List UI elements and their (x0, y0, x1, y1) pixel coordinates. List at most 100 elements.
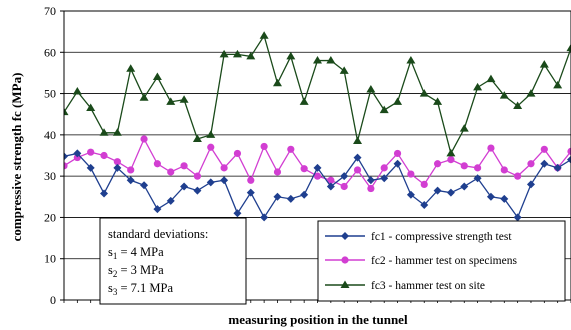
point-fc1-27 (406, 190, 415, 199)
point-fc3-19 (299, 97, 309, 105)
point-fc1-19 (300, 190, 309, 199)
x-axis-label: measuring position in the tunnel (228, 312, 408, 327)
annotation-line-1: s1 = 4 MPa (108, 245, 164, 261)
point-fc1-29 (433, 186, 442, 195)
point-fc1-16 (260, 213, 269, 222)
point-fc2-30 (447, 156, 455, 164)
point-fc2-6 (127, 166, 135, 174)
point-fc3-1 (64, 107, 69, 116)
point-fc3-39 (566, 43, 571, 52)
point-fc3-15 (246, 51, 256, 60)
point-fc3-14 (232, 49, 242, 58)
y-axis-ticks: 0 10 20 30 40 50 60 70 (44, 4, 64, 307)
point-fc1-37 (540, 159, 549, 168)
legend-box (317, 220, 566, 302)
point-fc3-29 (433, 97, 443, 105)
point-fc1-4 (100, 189, 109, 198)
point-fc1-32 (473, 174, 482, 183)
point-fc2-26 (393, 149, 402, 158)
point-fc1-21 (326, 182, 335, 191)
point-fc3-5 (112, 128, 122, 136)
legend-marker-fc1 (341, 232, 349, 240)
point-fc2-7 (140, 135, 148, 143)
point-fc3-34 (499, 91, 509, 99)
point-fc2-8 (153, 160, 161, 168)
y-tick-label-30: 30 (44, 169, 56, 183)
point-fc2-34 (500, 166, 508, 174)
point-fc1-20 (313, 163, 322, 172)
point-fc3-13 (219, 49, 229, 58)
point-fc2-10 (180, 162, 188, 170)
point-fc1-11 (193, 186, 202, 195)
annotation-line-3-subscript: 3 (113, 287, 118, 297)
point-fc2-13 (220, 164, 228, 172)
point-fc3-12 (206, 130, 216, 138)
legend-entry-fc3: fc3 - hammer test on site (325, 280, 485, 292)
point-fc1-36 (526, 180, 535, 189)
series-fc2 (64, 135, 571, 193)
point-fc1-1 (64, 152, 68, 161)
point-fc2-39 (567, 147, 571, 155)
point-fc1-17 (273, 192, 282, 201)
point-fc3-38 (553, 80, 563, 89)
point-fc2-9 (167, 168, 175, 176)
legend: fc1 - compressive strength test fc2 - ha… (317, 220, 566, 302)
y-tick-label-50: 50 (44, 87, 56, 101)
annotation-line-2: s2 = 3 MPa (108, 263, 164, 279)
point-fc2-20 (313, 172, 322, 180)
y-tick-label-20: 20 (44, 210, 56, 224)
point-fc3-25 (379, 105, 389, 114)
legend-label-fc3: fc3 - hammer test on site (371, 280, 485, 292)
annotation-line-2-value: = 3 MPa (117, 263, 164, 277)
point-fc3-10 (179, 95, 189, 103)
y-tick-label-40: 40 (44, 128, 56, 142)
point-fc2-5 (113, 158, 121, 166)
annotation-line-2-subscript: 2 (113, 269, 118, 279)
series-layer (64, 31, 571, 222)
y-tick-label-0: 0 (50, 293, 56, 307)
point-fc1-14 (233, 209, 242, 218)
point-fc1-39 (567, 155, 571, 164)
series-line-fc1 (64, 152, 571, 219)
point-fc2-17 (273, 168, 282, 176)
annotation-line-1-subscript: 1 (113, 251, 118, 261)
point-fc2-16 (260, 142, 268, 151)
point-fc1-18 (286, 194, 295, 203)
point-fc2-15 (247, 176, 255, 184)
point-fc3-35 (513, 101, 523, 109)
point-fc3-24 (366, 84, 376, 93)
point-fc1-28 (420, 201, 429, 210)
series-line-fc2 (64, 137, 571, 190)
point-fc2-22 (340, 182, 348, 191)
point-fc2-25 (380, 164, 388, 172)
annotation-line-3-symbol: s (108, 281, 113, 295)
point-fc2-27 (407, 170, 415, 178)
point-fc2-31 (460, 162, 468, 170)
point-fc2-1 (64, 162, 68, 170)
point-fc2-4 (100, 151, 108, 160)
point-fc1-13 (220, 176, 229, 185)
point-fc3-17 (272, 78, 282, 87)
point-fc3-23 (353, 136, 363, 145)
annotation-line-2-symbol: s (108, 263, 113, 277)
point-fc3-2 (72, 87, 82, 95)
point-fc1-2 (73, 149, 82, 158)
point-fc3-27 (406, 56, 416, 64)
point-fc3-36 (526, 89, 536, 97)
point-fc2-28 (420, 180, 428, 188)
std-dev-annotation: standard deviations: s1 = 4 MPa s2 = 3 M… (99, 217, 247, 305)
point-fc3-6 (126, 64, 136, 72)
point-fc2-32 (474, 164, 482, 172)
legend-entry-fc2: fc2 - hammer test on specimens (325, 255, 517, 267)
annotation-line-3-value: = 7.1 MPa (117, 281, 173, 295)
point-fc1-25 (380, 174, 389, 183)
point-fc3-9 (166, 97, 176, 105)
point-fc2-14 (233, 149, 242, 158)
point-fc1-5 (113, 163, 122, 172)
point-fc2-36 (527, 160, 535, 168)
point-fc2-18 (287, 145, 295, 153)
legend-marker-fc2 (341, 256, 349, 264)
legend-marker-fc3 (340, 280, 350, 288)
point-fc1-23 (353, 153, 362, 162)
point-fc1-26 (393, 159, 402, 168)
